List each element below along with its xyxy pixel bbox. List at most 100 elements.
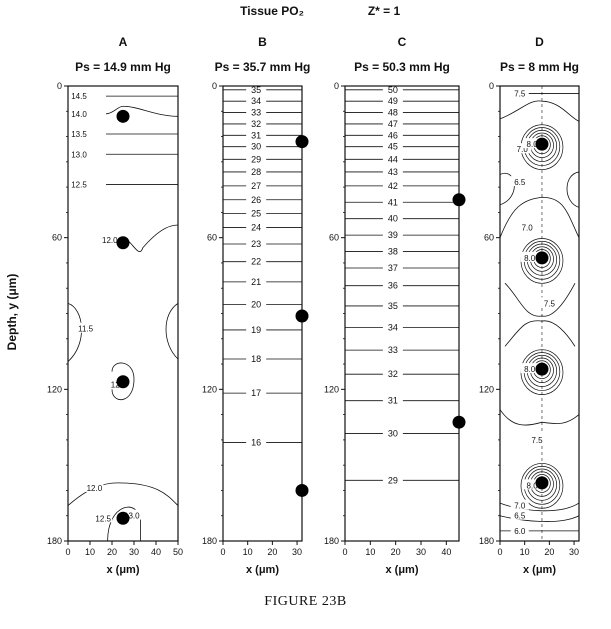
contour-label: 47 — [388, 119, 398, 129]
panel-letter: D — [535, 35, 544, 49]
contour-label-bg — [510, 176, 529, 187]
x-tick-label: 50 — [173, 547, 183, 557]
contour-label: 11.5 — [78, 325, 94, 334]
contour-line — [499, 100, 580, 122]
capillary-dot — [535, 251, 549, 265]
contour-label: 7.5 — [514, 90, 526, 99]
x-tick-label: 0 — [342, 547, 347, 557]
contour-label: 50 — [388, 85, 398, 95]
contour-line — [499, 515, 580, 522]
panel-letter: B — [258, 35, 267, 49]
y-tick-label: 120 — [202, 384, 217, 394]
y-tick-label: 0 — [212, 81, 217, 91]
contour-label-bg — [70, 90, 88, 101]
y-tick-label: 0 — [334, 81, 339, 91]
plot-frame — [344, 85, 460, 542]
y-axis-label: Depth, y (μm) — [5, 274, 19, 351]
y-tick-label: 180 — [47, 536, 62, 546]
contour-label: 8.0 — [527, 140, 539, 149]
contour-line — [107, 506, 141, 542]
contour-label: 31 — [388, 396, 398, 406]
x-tick-label: 10 — [85, 547, 95, 557]
contour-label: 13.0 — [124, 512, 140, 521]
contour-label: 26 — [251, 195, 261, 205]
contour-label: 7.5 — [544, 299, 556, 308]
x-tick-label: 20 — [107, 547, 117, 557]
y-tick-label: 120 — [479, 384, 494, 394]
capillary-dot — [116, 109, 130, 123]
contour-label-bg — [518, 221, 537, 232]
y-tick-label: 0 — [489, 81, 494, 91]
plot-frame — [222, 85, 303, 542]
y-tick-label: 180 — [202, 536, 217, 546]
contour-line — [499, 502, 580, 512]
contour-line — [111, 362, 135, 400]
contour-label: 20 — [251, 300, 261, 310]
contour-label-bg — [513, 143, 532, 154]
panel-subtitle: Ps = 8 mm Hg — [500, 60, 579, 74]
y-tick-label: 60 — [207, 233, 217, 243]
contour-label: 24 — [251, 223, 261, 233]
x-tick-label: 10 — [520, 547, 530, 557]
x-tick-label: 30 — [416, 547, 426, 557]
contour-label: 16 — [251, 437, 261, 447]
contour-label: 6.5 — [514, 178, 526, 187]
contour-label-bg — [70, 107, 88, 118]
contour-label-bg — [94, 512, 113, 523]
contour-label: 13.5 — [71, 130, 87, 139]
x-tick-label: 10 — [365, 547, 375, 557]
contour-label-bg — [70, 148, 88, 159]
capillary-dot — [535, 362, 549, 376]
contour-label: 46 — [388, 130, 398, 140]
contour-label: 27 — [251, 181, 261, 191]
z-label: Z* = 1 — [368, 4, 401, 18]
contour-label: 29 — [388, 475, 398, 485]
contour-label-bg — [520, 363, 539, 374]
y-tick-label: 120 — [47, 384, 62, 394]
contour-label-bg — [122, 509, 141, 520]
contour-label-bg — [510, 499, 529, 510]
contour-label-bg — [70, 128, 88, 139]
contour-label: 6.0 — [514, 527, 526, 536]
contour-label: 42 — [388, 181, 398, 191]
x-tick-label: 0 — [65, 547, 70, 557]
x-tick-label: 40 — [151, 547, 161, 557]
figure-caption: FIGURE 23B — [264, 594, 347, 609]
contour-label: 37 — [388, 263, 398, 273]
contour-label: 19 — [251, 325, 261, 335]
contour-label-bg — [76, 322, 95, 333]
contour-label: 13.0 — [71, 150, 87, 159]
contour-label: 7.0 — [522, 224, 534, 233]
contour-label: 14.5 — [71, 92, 87, 101]
capillary-dot — [295, 135, 309, 149]
capillary-dot — [452, 193, 466, 207]
contour-label: 38 — [388, 247, 398, 257]
contour-label-bg — [528, 433, 547, 444]
contour-label: 12.5 — [71, 181, 87, 190]
contour-label: 34 — [388, 322, 398, 332]
contour-label: 41 — [388, 197, 398, 207]
contour-label: 33 — [251, 108, 261, 118]
contour-label: 36 — [388, 281, 398, 291]
capillary-dot — [295, 309, 309, 323]
contour-label: 21 — [251, 277, 261, 287]
y-tick-label: 60 — [484, 233, 494, 243]
contour-label: 45 — [388, 142, 398, 152]
contour-label-bg — [523, 479, 542, 490]
contour-label: 35 — [251, 85, 261, 95]
x-tick-label: 30 — [292, 547, 302, 557]
contour-line — [566, 171, 580, 208]
figure-title: Tissue PO₂ — [240, 4, 304, 18]
x-tick-label: 0 — [220, 547, 225, 557]
contour-label: 29 — [251, 154, 261, 164]
contour-label: 44 — [388, 154, 398, 164]
x-tick-label: 30 — [569, 547, 579, 557]
x-tick-label: 10 — [243, 547, 253, 557]
contour-label: 49 — [388, 96, 398, 106]
contour-label: 18 — [251, 354, 261, 364]
contour-label: 8.0 — [527, 481, 539, 490]
contour-line — [504, 320, 576, 347]
capillary-dot — [116, 236, 130, 250]
